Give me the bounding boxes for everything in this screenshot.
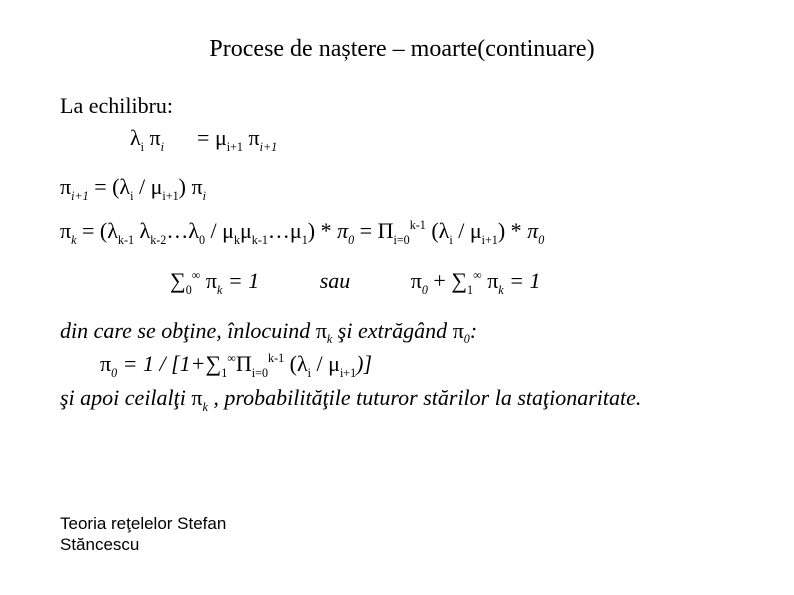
sub-k: k — [71, 233, 76, 247]
eq-balance: λi πi = μi+1 πi+1 — [60, 123, 744, 155]
lambda: λ — [130, 125, 141, 150]
over-mu: / μ — [133, 174, 162, 199]
sub-i: i — [203, 189, 206, 203]
sub-k2: k-2 — [150, 233, 166, 247]
sub-k: k — [327, 332, 332, 346]
eq-1: = 1 — [222, 268, 319, 293]
sub-0: 0 — [111, 366, 117, 380]
eq-mu: = μ — [197, 125, 227, 150]
open-lambda: (λ — [284, 351, 308, 376]
sub-i1: i+1 — [260, 140, 278, 154]
mu: μ — [240, 218, 252, 243]
sub-0: 0 — [538, 233, 544, 247]
sub-1: 1 — [221, 366, 227, 380]
sub-i: i — [130, 189, 133, 203]
close-bracket: )] — [356, 351, 372, 376]
sup-inf: ∞ — [192, 268, 201, 282]
text-part: şi apoi ceilalţi — [60, 385, 191, 410]
close-times: ) * — [308, 218, 337, 243]
pi: π — [60, 174, 71, 199]
sub-i1: i+1 — [71, 189, 89, 203]
sub-k: k — [498, 283, 503, 297]
page-title: Procese de naștere – moarte(continuare) — [60, 36, 744, 63]
pi: π — [447, 318, 464, 343]
sup-k1: k-1 — [410, 218, 426, 232]
pi: π — [310, 318, 327, 343]
footer-line-1: Teoria reţelelor Stefan — [60, 513, 226, 534]
pi: π — [527, 218, 538, 243]
colon: : — [470, 318, 477, 343]
close-pi: ) π — [179, 174, 203, 199]
sub-i1: i+1 — [162, 189, 178, 203]
sub-i: i — [161, 140, 164, 154]
equilibrium-label: La echilibru: — [60, 91, 744, 121]
eq-1: = 1 — [504, 268, 541, 293]
pi: π — [100, 351, 111, 376]
sub-1: 1 — [302, 233, 308, 247]
over-mu: / μ — [453, 218, 482, 243]
sub-i: i — [141, 140, 144, 154]
text-part: din care se obţine, înlocuind — [60, 318, 310, 343]
pi: π — [350, 268, 422, 293]
pi: π — [482, 268, 499, 293]
derivation-text: din care se obţine, înlocuind πk şi extr… — [60, 316, 744, 348]
footer-line-2: Stăncescu — [60, 534, 226, 555]
eq-open: = (λ — [89, 174, 130, 199]
sigma: ∑ — [170, 268, 186, 293]
sub-i: i — [308, 366, 311, 380]
pi: π — [144, 125, 161, 150]
eq-pi0: π0 = 1 / [1+∑1∞Πi=0k-1 (λi / μi+1)] — [60, 349, 744, 381]
sub-i1: i+1 — [227, 140, 243, 154]
sub-k: k — [217, 283, 222, 297]
sub-i1: i+1 — [482, 233, 498, 247]
footer: Teoria reţelelor Stefan Stăncescu — [60, 513, 226, 556]
over-mu: / μ — [311, 351, 340, 376]
plus-sigma: + ∑ — [428, 268, 467, 293]
sup-inf: ∞ — [227, 351, 236, 365]
sub-k: k — [234, 233, 240, 247]
sub-i0: i=0 — [393, 233, 409, 247]
or-label: sau — [320, 268, 351, 293]
lambda: λ — [134, 218, 150, 243]
eq-pi-k: πk = (λk-1 λk-2…λ0 / μkμk-1…μ1) * π0 = Π… — [60, 216, 744, 248]
prod: Π — [236, 351, 252, 376]
sub-0: 0 — [348, 233, 354, 247]
eq-pi-i1: πi+1 = (λi / μi+1) πi — [60, 172, 744, 204]
eq-sum: ∑0∞ πk = 1 sau π0 + ∑1∞ πk = 1 — [60, 266, 744, 298]
sub-0: 0 — [186, 283, 192, 297]
eq-prod: = Π — [354, 218, 393, 243]
sub-i0: i=0 — [252, 366, 268, 380]
sub-0: 0 — [464, 332, 470, 346]
open-lambda: (λ — [426, 218, 450, 243]
sub-k1: k-1 — [252, 233, 268, 247]
pi: π — [191, 385, 202, 410]
pi: π — [200, 268, 217, 293]
dots-mu: …μ — [268, 218, 302, 243]
sub-i: i — [449, 233, 452, 247]
sub-0: 0 — [199, 233, 205, 247]
text-part: , probabilităţile tuturor stărilor la st… — [208, 385, 642, 410]
sub-1: 1 — [467, 283, 473, 297]
sup-inf: ∞ — [473, 268, 482, 282]
pi: π — [243, 125, 260, 150]
text-part: şi extrăgând — [332, 318, 447, 343]
pi: π — [60, 218, 71, 243]
pi: π — [337, 218, 348, 243]
eq-open: = (λ — [76, 218, 117, 243]
dots-lambda: …λ — [166, 218, 199, 243]
close-times: ) * — [498, 218, 527, 243]
eq-frac: = 1 / [1+∑ — [117, 351, 221, 376]
sub-0: 0 — [422, 283, 428, 297]
sup-k1: k-1 — [268, 351, 284, 365]
spacer — [164, 125, 197, 150]
conclusion-text: şi apoi ceilalţi πk , probabilităţile tu… — [60, 383, 744, 415]
sub-k: k — [203, 400, 208, 414]
over-mu: / μ — [205, 218, 234, 243]
sub-i1: i+1 — [340, 366, 356, 380]
sub-k1: k-1 — [118, 233, 134, 247]
